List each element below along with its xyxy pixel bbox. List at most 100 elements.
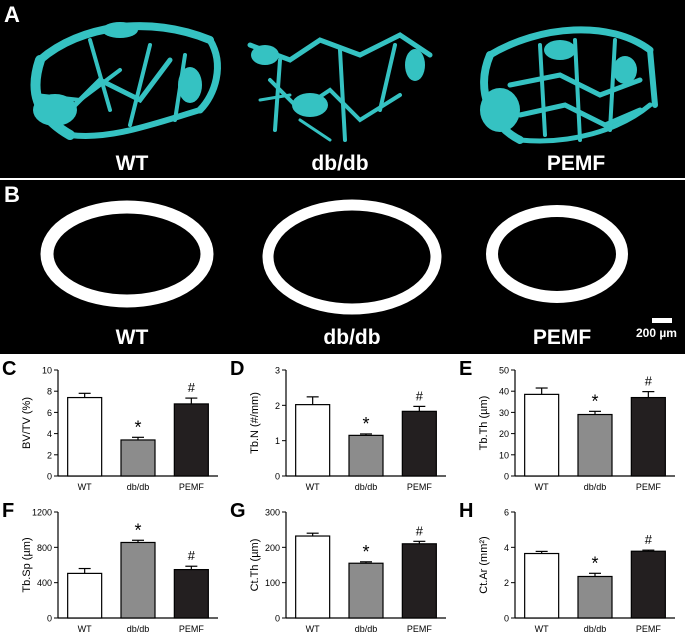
y-tick-label: 30 xyxy=(499,408,509,418)
chart-c: 0 2 4 6 8 10 BV/TV (%) WT * db/db # PEMF C xyxy=(0,358,228,498)
chart-letter: E xyxy=(459,358,473,380)
y-tick-label: 6 xyxy=(504,508,509,518)
bar-wt xyxy=(67,396,103,477)
cortical-ring-pemf xyxy=(486,205,628,303)
bar-wt xyxy=(67,572,103,619)
y-tick-label: 0 xyxy=(504,472,509,482)
y-tick-label: 20 xyxy=(499,429,509,439)
bar-pemf xyxy=(630,550,666,619)
x-tick-label: PEMF xyxy=(407,624,433,634)
y-tick-label: 3 xyxy=(275,366,280,376)
panel-a-label-pemf: PEMF xyxy=(546,152,606,175)
significance-mark: * xyxy=(134,417,141,437)
y-tick-label: 10 xyxy=(42,366,52,376)
y-tick-label: 0 xyxy=(47,614,52,624)
x-tick-label: PEMF xyxy=(179,624,205,634)
bar-pemf xyxy=(173,403,209,477)
x-tick-label: db/db xyxy=(127,624,150,634)
significance-mark: # xyxy=(645,532,653,547)
trabecular-render-dbdb xyxy=(247,32,433,142)
x-tick-label: db/db xyxy=(355,482,378,492)
y-tick-label: 2 xyxy=(275,401,280,411)
bar-dbdb xyxy=(577,575,613,619)
y-tick-label: 200 xyxy=(265,543,280,553)
y-tick-label: 10 xyxy=(499,450,509,460)
significance-mark: # xyxy=(416,388,424,403)
y-axis-label: BV/TV (%) xyxy=(21,397,33,449)
y-tick-label: 1200 xyxy=(32,508,52,518)
y-tick-label: 2 xyxy=(504,578,509,588)
trabecular-blobs-pemf xyxy=(480,40,637,132)
x-tick-label: WT xyxy=(78,624,92,634)
y-tick-label: 0 xyxy=(275,472,280,482)
panel-a-letter: A xyxy=(4,2,20,27)
significance-mark: # xyxy=(645,374,653,389)
chart-letter: F xyxy=(2,500,15,522)
y-tick-label: 4 xyxy=(504,543,509,553)
y-tick-label: 100 xyxy=(265,578,280,588)
panel-b-cortical-images: B WT db/db PEMF 200 µm xyxy=(0,180,685,354)
chart-h: 0 2 4 6 Ct.Ar (mm²) WT * db/db # PEMF H xyxy=(457,500,685,640)
bar-dbdb xyxy=(577,413,613,477)
x-tick-label: WT xyxy=(306,482,320,492)
significance-mark: * xyxy=(362,414,369,434)
chart-svg: 0 1 2 3 Tb.N (#/mm) WT * db/db # PEMF xyxy=(249,366,446,492)
significance-mark: # xyxy=(188,548,196,563)
y-axis-label: Tb.Th (µm) xyxy=(478,396,490,451)
bar-pemf xyxy=(173,568,209,619)
bar-wt xyxy=(295,535,331,619)
bar-pemf xyxy=(401,410,437,477)
bar-pemf xyxy=(630,396,666,477)
y-tick-label: 8 xyxy=(47,387,52,397)
y-tick-label: 40 xyxy=(499,387,509,397)
trabecular-renders xyxy=(30,22,658,144)
y-tick-label: 300 xyxy=(265,508,280,518)
scale-bar xyxy=(652,318,672,323)
y-axis-label: Tb.Sp (µm) xyxy=(21,537,33,592)
significance-mark: # xyxy=(188,380,196,395)
y-tick-label: 0 xyxy=(47,472,52,482)
x-tick-label: WT xyxy=(535,482,549,492)
chart-e: 0 10 20 30 40 50 Tb.Th (µm) WT * db/db # PEMF E xyxy=(457,358,685,498)
significance-mark: * xyxy=(362,542,369,562)
panel-a-label-dbdb: db/db xyxy=(311,152,369,175)
x-tick-label: db/db xyxy=(355,624,378,634)
chart-svg: 0 2 4 6 Ct.Ar (mm²) WT * db/db # PEMF xyxy=(478,508,675,634)
y-axis-label: Ct.Th (µm) xyxy=(249,539,261,592)
x-tick-label: db/db xyxy=(127,482,150,492)
chart-svg: 0 2 4 6 8 10 BV/TV (%) WT * db/db # PEMF xyxy=(21,366,218,492)
cortical-ring-wt xyxy=(40,200,214,308)
y-axis-label: Tb.N (#/mm) xyxy=(249,392,261,454)
panel-b-letter: B xyxy=(4,182,20,207)
trabecular-blobs-wt xyxy=(33,22,202,126)
chart-d: 0 1 2 3 Tb.N (#/mm) WT * db/db # PEMF D xyxy=(228,358,456,498)
y-tick-label: 800 xyxy=(37,543,52,553)
x-tick-label: PEMF xyxy=(636,624,662,634)
scale-bar-label: 200 µm xyxy=(636,326,677,340)
bar-dbdb xyxy=(120,439,156,477)
significance-mark: * xyxy=(591,391,598,411)
bar-dbdb xyxy=(348,434,384,477)
y-tick-label: 2 xyxy=(47,450,52,460)
x-tick-label: WT xyxy=(306,624,320,634)
panel-a-trabecular-images: A xyxy=(0,0,685,178)
chart-svg: 0 100 200 300 Ct.Th (µm) WT * db/db # PEMF xyxy=(249,508,446,634)
chart-letter: H xyxy=(459,500,474,522)
x-tick-label: WT xyxy=(78,482,92,492)
cortical-ring-dbdb xyxy=(262,199,442,315)
panel-b-label-pemf: PEMF xyxy=(532,326,592,349)
chart-letter: C xyxy=(2,358,17,380)
y-tick-label: 6 xyxy=(47,408,52,418)
y-tick-label: 50 xyxy=(499,366,509,376)
cortical-rings xyxy=(40,199,672,323)
x-tick-label: PEMF xyxy=(636,482,662,492)
x-tick-label: WT xyxy=(535,624,549,634)
bar-wt xyxy=(524,552,560,619)
bar-pemf xyxy=(401,543,437,619)
chart-letter: D xyxy=(230,358,245,380)
panel-b-label-wt: WT xyxy=(115,326,149,349)
trabecular-blobs-dbdb xyxy=(251,45,425,117)
y-tick-label: 1 xyxy=(275,436,280,446)
trabecular-render-pemf xyxy=(480,26,658,144)
x-tick-label: PEMF xyxy=(179,482,205,492)
